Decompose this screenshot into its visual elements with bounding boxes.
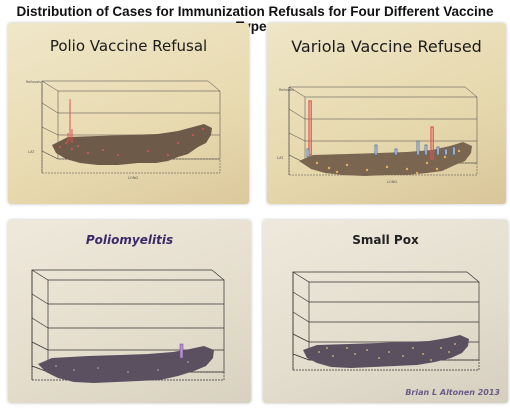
case-markers: [318, 343, 456, 361]
case-markers: [315, 149, 461, 175]
chart-frame: [31, 269, 225, 381]
us-map: [52, 124, 212, 165]
panel-variola-vaccine-refused: Variola Vaccine Refused: [267, 23, 506, 204]
panel-title: Small Pox: [352, 233, 419, 247]
us-map: [38, 346, 214, 383]
panel-polio-vaccine-refusal: Polio Vaccine Refusal Refusal: [8, 23, 249, 204]
panel-title: Variola Vaccine Refused: [291, 37, 482, 56]
axis-label: LONG: [128, 176, 138, 180]
chart-3d-map: Refusals LAT LONG: [26, 80, 221, 180]
axis-label: LONG: [387, 180, 397, 184]
axis-label: LAT: [277, 156, 284, 160]
panel-poliomyelitis: Poliomyelitis: [8, 220, 251, 403]
case-bar: [179, 343, 184, 359]
chart-3d-map: [31, 269, 225, 383]
us-map: [303, 335, 469, 368]
panel-title: Polio Vaccine Refusal: [49, 37, 208, 55]
panel-title: Poliomyelitis: [85, 233, 174, 247]
axis-label: LAT: [28, 150, 35, 154]
us-map: [299, 142, 472, 176]
refusal-bars: [67, 99, 73, 143]
page-title: Distribution of Cases for Immunization R…: [16, 4, 494, 34]
panel-small-pox: Small Pox Brian L Altonen 2013: [263, 220, 508, 403]
case-markers: [55, 361, 189, 373]
refusal-bars: [308, 100, 434, 160]
case-markers: [59, 128, 204, 156]
chart-frame: [41, 80, 221, 174]
author-signature: Brian L Altonen 2013: [405, 388, 500, 397]
chart-3d-map: Refusals LAT LONG: [277, 86, 478, 184]
axis-label: Refusals: [279, 88, 294, 92]
axis-label: Refusals: [26, 80, 41, 84]
secondary-bars: [306, 140, 456, 158]
chart-3d-map: [292, 271, 480, 371]
